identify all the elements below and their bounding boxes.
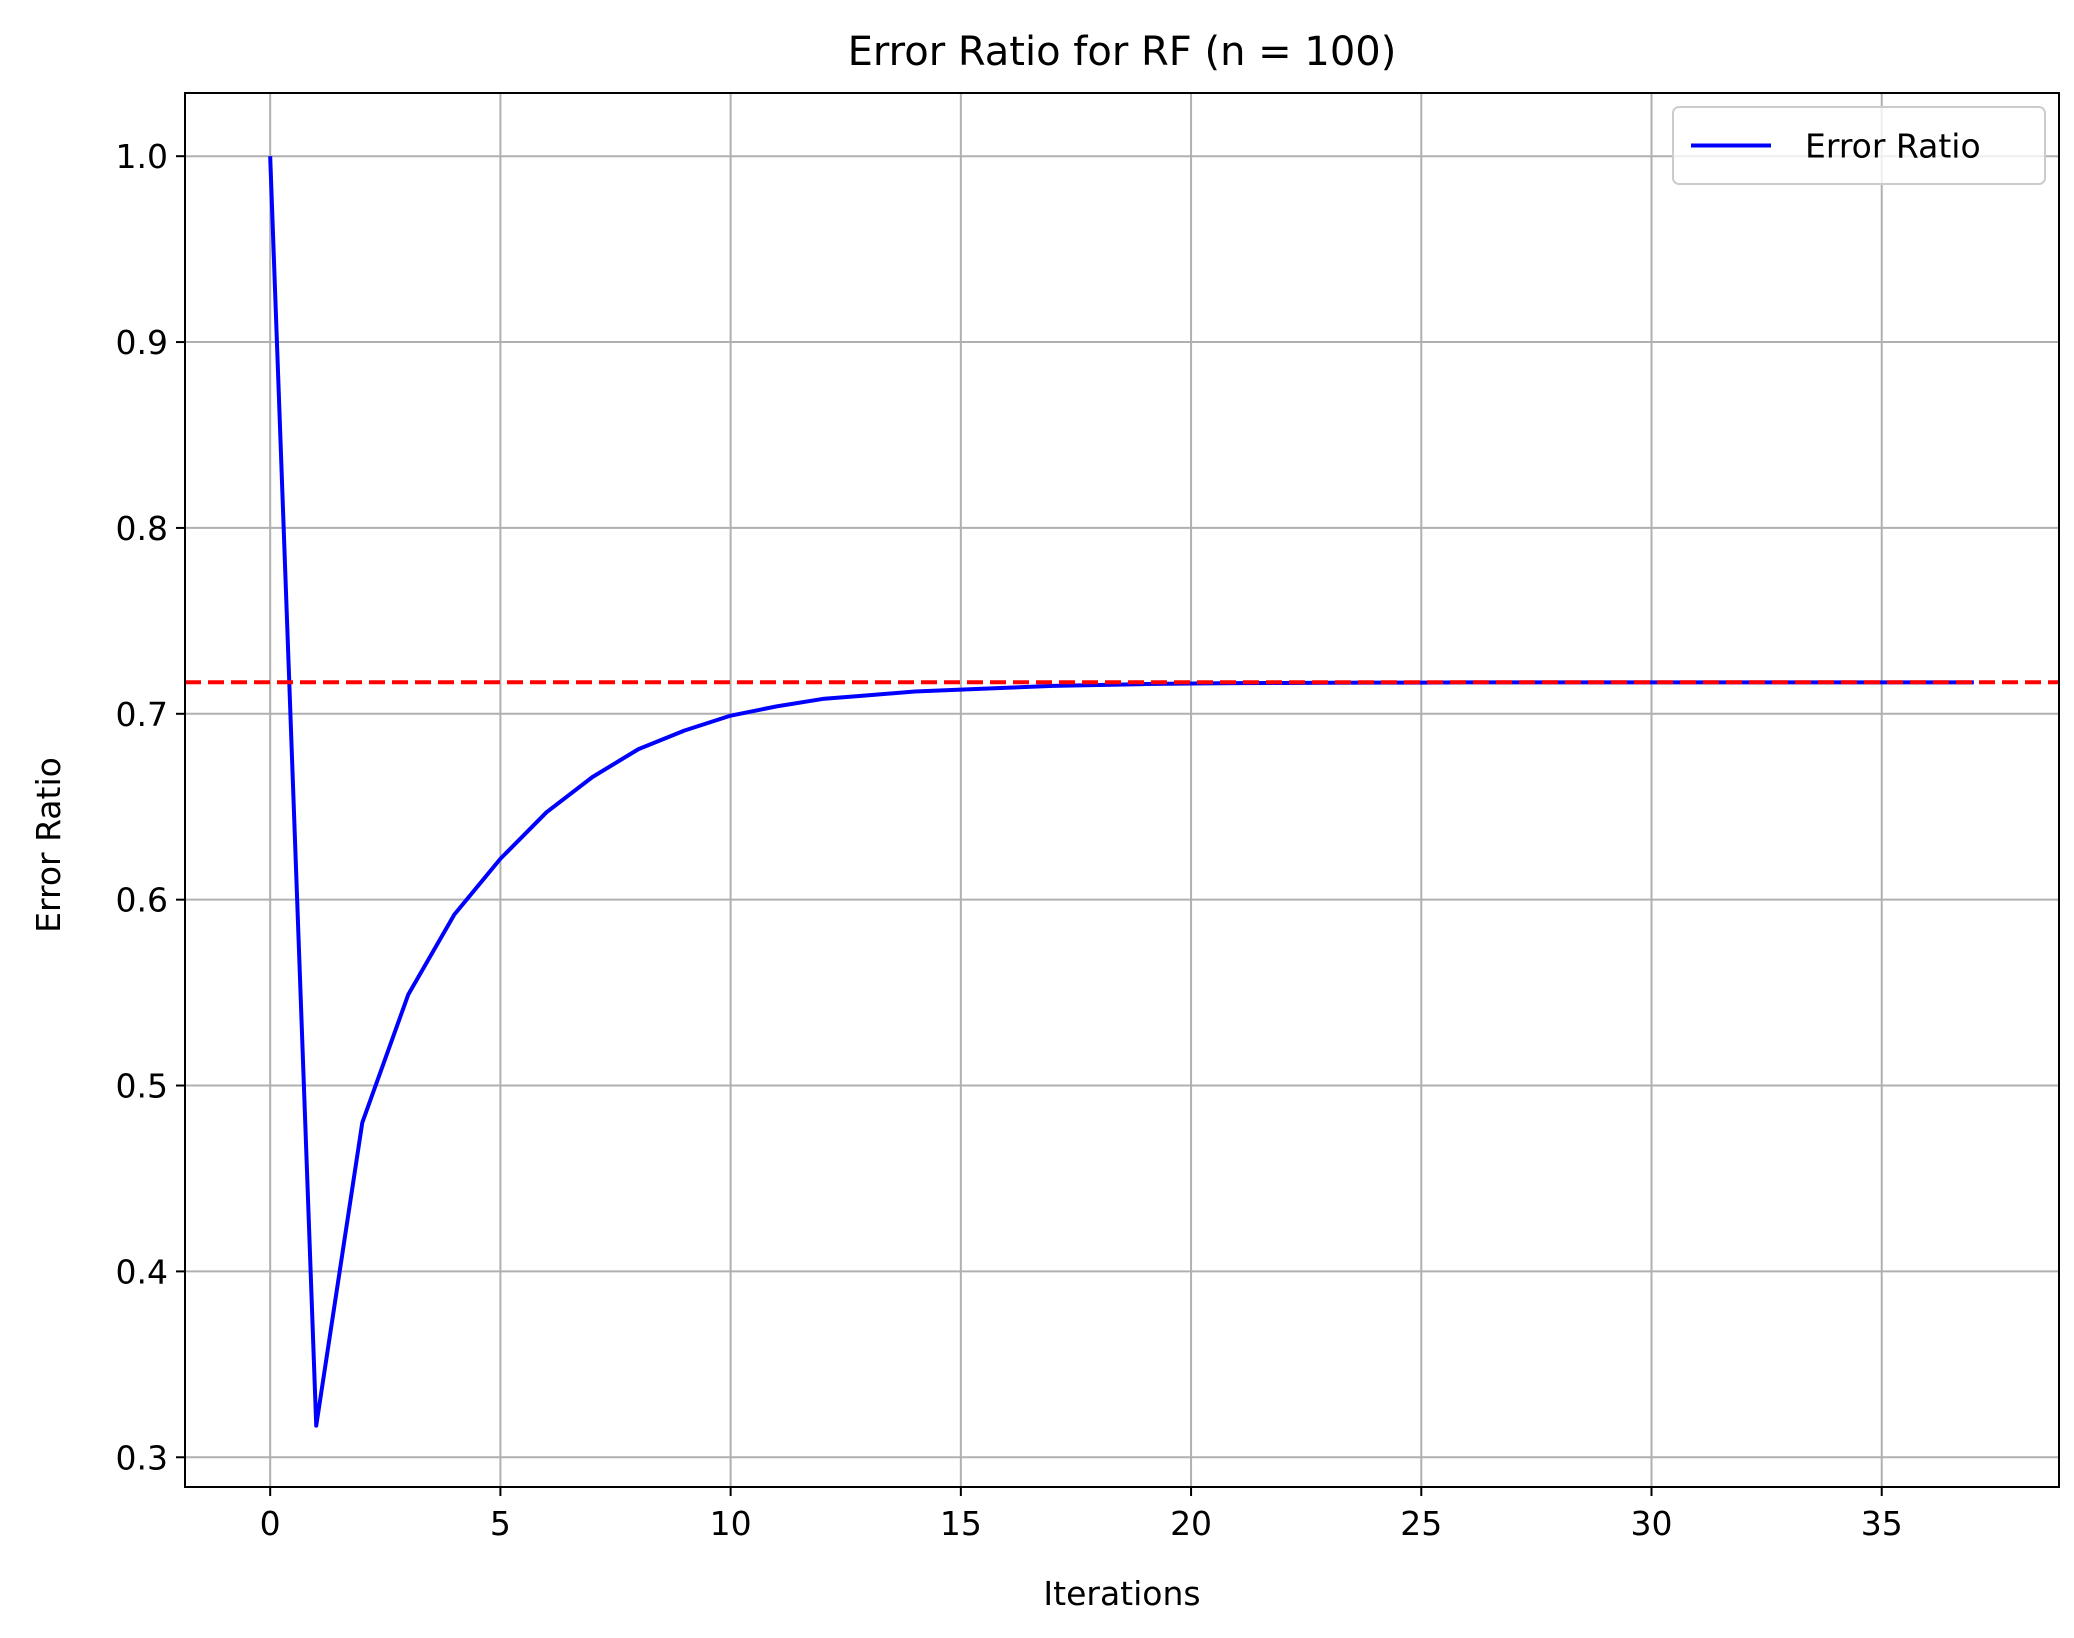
y-tick-label: 0.3 <box>116 1438 168 1477</box>
x-tick-label: 25 <box>1400 1504 1442 1543</box>
legend-box <box>1672 106 2046 185</box>
x-tick-label: 0 <box>260 1504 281 1543</box>
y-axis-label: Error Ratio <box>29 757 68 933</box>
x-tick-label: 35 <box>1861 1504 1903 1543</box>
chart-title: Error Ratio for RF (n = 100) <box>848 29 1397 75</box>
y-tick-label: 0.8 <box>116 509 168 548</box>
y-tick-label: 0.7 <box>116 695 168 734</box>
y-tick-label: 1.0 <box>116 137 168 176</box>
x-tick-label: 15 <box>940 1504 982 1543</box>
x-tick-label: 10 <box>710 1504 752 1543</box>
x-tick-label: 5 <box>490 1504 511 1543</box>
y-tick-label: 0.9 <box>116 323 168 362</box>
legend-label-error-ratio: Error Ratio <box>1805 127 1981 166</box>
plot-frame <box>184 92 2060 1488</box>
legend: Error Ratio <box>1672 106 2046 185</box>
x-tick-label: 30 <box>1631 1504 1673 1543</box>
x-tick-label: 20 <box>1170 1504 1212 1543</box>
y-tick-label: 0.6 <box>116 881 168 920</box>
y-tick-label: 0.5 <box>116 1067 168 1106</box>
x-axis-label: Iterations <box>1043 1574 1200 1613</box>
grid-layer <box>185 93 2059 1487</box>
y-axis-ticks: 0.3 0.4 0.5 0.6 0.7 0.8 0.9 1.0 <box>116 137 185 1477</box>
x-axis-ticks: 0 5 10 15 20 25 30 35 <box>260 1487 1903 1543</box>
y-tick-label: 0.4 <box>116 1252 168 1291</box>
